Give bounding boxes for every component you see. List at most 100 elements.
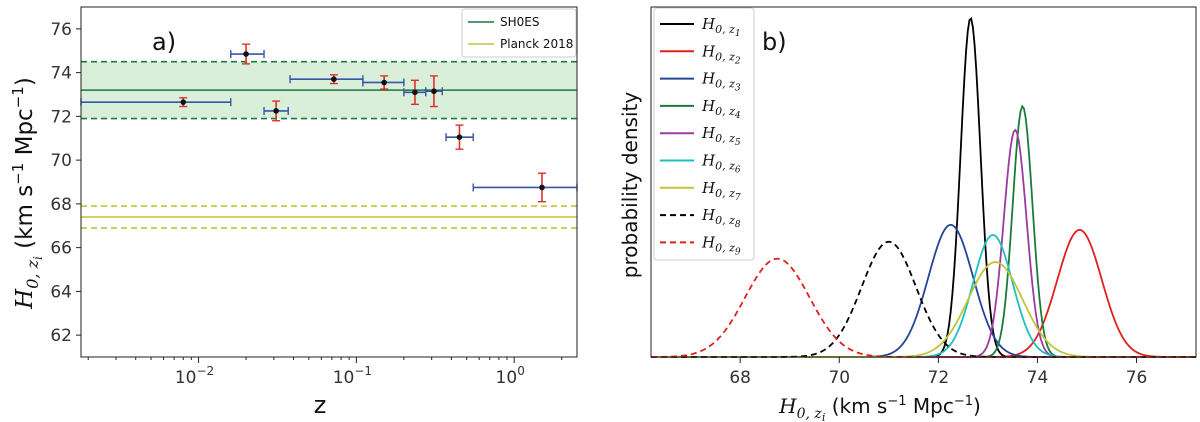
data-point-1 bbox=[80, 97, 232, 108]
legend-label: H0, z4 bbox=[701, 97, 741, 121]
y-tick-label: 74 bbox=[50, 64, 72, 84]
legend-sub: 0, z bbox=[715, 241, 735, 254]
legend-item-z3: H0, z3 bbox=[660, 70, 741, 94]
legend-h: H bbox=[701, 179, 716, 197]
legend-item-z6: H0, z6 bbox=[660, 152, 741, 176]
x-label-units: (km s bbox=[825, 394, 887, 418]
legend-label: H0, z2 bbox=[701, 42, 741, 66]
y-tick-label: 66 bbox=[50, 239, 72, 259]
legend-sub: 0, z bbox=[715, 214, 735, 227]
legend-subsub: 9 bbox=[735, 247, 741, 257]
x-label-mpc: Mpc bbox=[907, 394, 954, 418]
x-tick-label: 10−1 bbox=[333, 364, 372, 388]
x-tick-label: 100 bbox=[496, 364, 525, 388]
x-axis-ticks-b: 68 70 72 74 76 bbox=[729, 357, 1147, 388]
legend-h: H bbox=[701, 42, 716, 60]
data-points bbox=[80, 43, 578, 203]
x-tick-label-b: 74 bbox=[1027, 368, 1049, 388]
legend-subsub: 2 bbox=[734, 56, 741, 66]
legend-item-z1: H0, z1 bbox=[660, 15, 741, 39]
legend-sub: 0, z bbox=[715, 23, 735, 36]
legend-h: H bbox=[701, 152, 716, 170]
data-point-2 bbox=[230, 43, 265, 65]
data-point-7 bbox=[425, 75, 443, 108]
y-tick-label: 76 bbox=[50, 20, 72, 40]
y-tick-label: 70 bbox=[50, 151, 72, 171]
legend-sub: 0, z bbox=[715, 160, 735, 173]
x-label-close: ) bbox=[973, 394, 981, 418]
legend-h: H bbox=[701, 206, 716, 224]
x-tick-base: 10 bbox=[333, 368, 355, 388]
legend-h: H bbox=[701, 233, 716, 251]
x-label-h: H bbox=[778, 394, 797, 418]
y-tick-label: 72 bbox=[50, 107, 72, 127]
legend-item-z8: H0, z8 bbox=[660, 206, 741, 230]
x-tick-base: 10 bbox=[175, 368, 197, 388]
legend-a-box bbox=[461, 8, 577, 58]
y-label-sub: 0, z bbox=[23, 259, 42, 288]
legend-label: H0, z7 bbox=[701, 179, 741, 203]
legend-a: SH0ES Planck 2018 bbox=[461, 8, 577, 58]
legend-label: H0, z1 bbox=[701, 15, 741, 39]
x-label-subsub: i bbox=[822, 411, 826, 422]
x-tick-label: 10−2 bbox=[175, 364, 214, 388]
y-axis-ticks: 62 64 66 68 70 72 74 76 bbox=[50, 20, 81, 346]
legend-sub: 0, z bbox=[715, 105, 735, 118]
legend-subsub: 1 bbox=[735, 29, 741, 39]
panel-b: 68 70 72 74 76 b) probability density H0, zi… bbox=[618, 6, 1197, 422]
y-label-exp1: −1 bbox=[9, 163, 27, 185]
x-tick-label-b: 70 bbox=[828, 368, 850, 388]
x-label-sub: 0, z bbox=[797, 406, 823, 422]
legend-subsub: 3 bbox=[735, 84, 741, 94]
legend-subsub: 4 bbox=[734, 111, 741, 121]
data-point-8 bbox=[445, 124, 474, 150]
y-tick-label: 68 bbox=[50, 195, 72, 215]
x-tick-label-b: 68 bbox=[729, 368, 751, 388]
panel-b-frame bbox=[650, 6, 1197, 358]
data-point-9 bbox=[472, 172, 578, 203]
legend-h: H bbox=[701, 15, 716, 33]
y-label-units: (km s bbox=[12, 185, 38, 256]
legend-item-z5: H0, z5 bbox=[660, 124, 741, 148]
legend-sub: 0, z bbox=[715, 132, 735, 145]
density-curve-z7 bbox=[651, 261, 1196, 358]
legend-b-box bbox=[653, 7, 755, 261]
legend-label: H0, z6 bbox=[701, 152, 741, 176]
density-curve-z9 bbox=[650, 257, 1196, 358]
y-tick-label: 64 bbox=[50, 282, 72, 302]
legend-label: H0, z3 bbox=[701, 70, 741, 94]
legend-item-z9: H0, z9 bbox=[660, 233, 741, 257]
point-marker bbox=[331, 76, 337, 82]
x-tick-exp: −1 bbox=[354, 364, 372, 378]
y-label-close: ) bbox=[12, 77, 38, 86]
legend-h: H bbox=[701, 124, 716, 142]
legend-sub: 0, z bbox=[715, 187, 735, 200]
x-tick-label-b: 72 bbox=[928, 368, 950, 388]
point-marker bbox=[456, 134, 463, 140]
legend-subsub: 6 bbox=[735, 166, 741, 176]
legend-h: H bbox=[701, 97, 716, 115]
x-axis-label-b: H0, zi (km s−1 Mpc−1) bbox=[778, 394, 981, 422]
point-marker bbox=[539, 184, 545, 191]
x-tick-exp: −2 bbox=[197, 364, 215, 378]
y-label-h: H bbox=[12, 288, 38, 310]
panel-a-label: a) bbox=[152, 28, 176, 56]
y-axis-label-b: probability density bbox=[618, 92, 642, 279]
legend-item-z4: H0, z4 bbox=[660, 97, 741, 121]
legend-label: H0, z9 bbox=[701, 233, 741, 257]
data-point-3 bbox=[263, 100, 289, 122]
legend-label: H0, z5 bbox=[701, 124, 741, 148]
x-tick-base: 10 bbox=[496, 368, 518, 388]
reference-lines bbox=[81, 60, 577, 229]
legend-subsub: 7 bbox=[735, 193, 741, 203]
point-marker bbox=[273, 108, 279, 114]
x-label-exp1: −1 bbox=[887, 394, 906, 409]
point-marker bbox=[180, 99, 187, 105]
x-axis-ticks: 10−2 10−1 100 bbox=[87, 357, 563, 388]
y-label-exp2: −1 bbox=[9, 86, 27, 108]
x-tick-exp: 0 bbox=[517, 364, 525, 378]
